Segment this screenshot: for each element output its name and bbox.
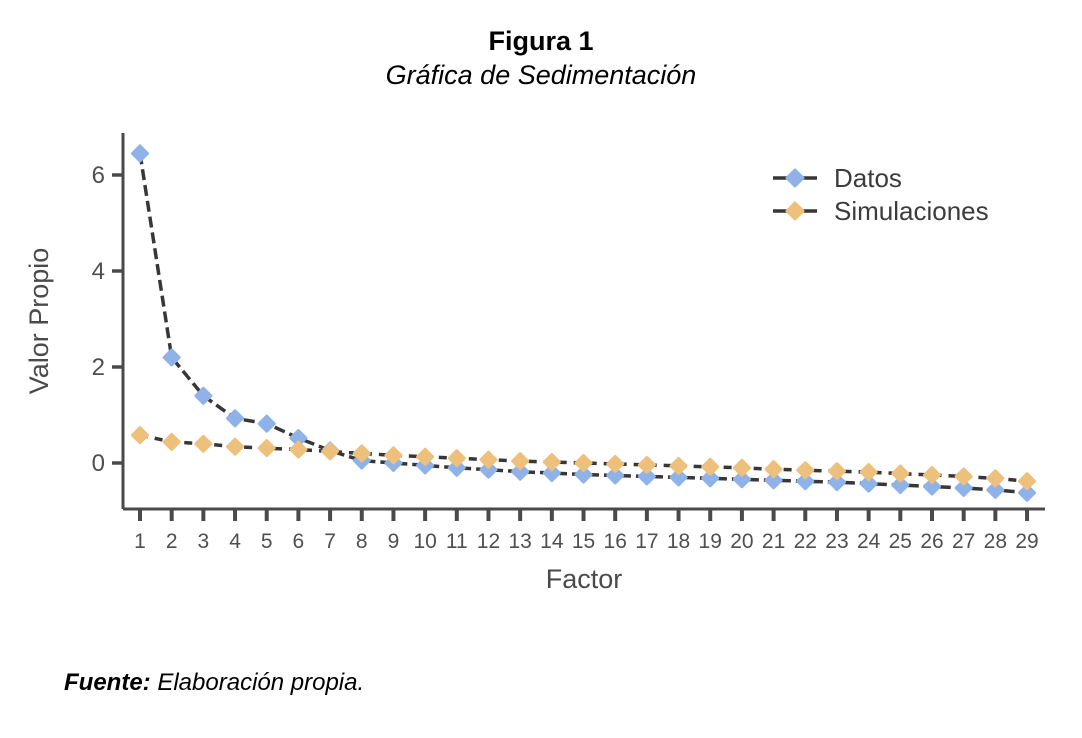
simulaciones-marker — [637, 455, 656, 474]
x-tick-label: 20 — [730, 530, 753, 553]
datos-marker — [131, 144, 149, 163]
x-tick-label: 17 — [635, 530, 658, 553]
simulaciones-marker — [954, 467, 973, 486]
x-tick-label: 3 — [198, 530, 210, 553]
simulaciones-marker — [289, 440, 308, 459]
legend-item-datos: Datos — [772, 163, 989, 193]
x-tick-label: 6 — [293, 530, 305, 553]
simulaciones-line — [139, 433, 1028, 483]
simulaciones-marker — [891, 464, 910, 483]
x-tick-label: 9 — [388, 530, 400, 553]
simulaciones-marker — [352, 444, 371, 463]
datos-marker — [194, 386, 213, 405]
x-tick-label: 28 — [984, 530, 1007, 553]
simulaciones-marker — [796, 461, 815, 480]
legend-item-simulaciones: Simulaciones — [772, 196, 989, 226]
x-tick-label: 19 — [699, 530, 722, 553]
x-tick-label: 1 — [134, 530, 146, 553]
simulaciones-marker — [321, 442, 340, 461]
simulaciones-marker — [447, 449, 466, 468]
simulaciones-marker — [416, 447, 435, 466]
simulaciones-marker — [479, 450, 498, 469]
datos-marker — [226, 409, 245, 428]
datos-marker — [162, 348, 181, 367]
simulaciones-marker — [257, 439, 276, 458]
x-tick-label: 24 — [857, 530, 881, 553]
chart-legend: Datos Simulaciones — [772, 163, 989, 226]
x-tick-label: 5 — [261, 530, 273, 553]
y-tick-label: 6 — [92, 162, 105, 189]
x-tick-label: 12 — [477, 530, 500, 553]
simulaciones-marker — [859, 463, 878, 482]
legend-label-simulaciones: Simulaciones — [834, 196, 989, 226]
simulaciones-marker — [701, 457, 720, 476]
x-tick-label: 11 — [446, 530, 468, 553]
x-tick-label: 14 — [540, 530, 564, 553]
simulaciones-marker — [732, 458, 751, 477]
x-tick-label: 18 — [667, 530, 690, 553]
x-tick-label: 13 — [508, 530, 531, 553]
simulaciones-marker — [542, 453, 561, 472]
y-tick-label: 2 — [92, 354, 105, 381]
x-tick-label: 23 — [825, 530, 848, 553]
figure-source: Fuente: Elaboración propia. — [64, 669, 364, 697]
x-tick-label: 10 — [413, 530, 436, 553]
simulaciones-marker — [574, 454, 593, 472]
simulaciones-legend-key-icon — [773, 201, 817, 221]
x-tick-label: 22 — [794, 530, 817, 553]
simulaciones-marker — [606, 454, 625, 473]
y-tick-label: 4 — [92, 258, 105, 285]
datos-line — [138, 153, 1028, 495]
simulaciones-marker — [986, 469, 1005, 488]
simulaciones-marker — [669, 456, 688, 475]
simulaciones-marker — [162, 432, 181, 451]
datos-marker — [257, 414, 276, 433]
x-tick-label: 27 — [952, 530, 975, 553]
x-tick-label: 21 — [762, 530, 785, 553]
simulaciones-marker — [131, 426, 149, 445]
y-tick-label: 0 — [92, 450, 105, 477]
simulaciones-marker — [226, 437, 245, 456]
x-tick-label: 16 — [604, 530, 627, 553]
figure-title: Figura 1 — [488, 26, 594, 56]
x-tick-label: 2 — [166, 530, 178, 553]
datos-legend-key-icon — [773, 168, 817, 188]
figure-subtitle: Gráfica de Sedimentación — [385, 60, 697, 90]
simulaciones-marker — [827, 462, 846, 481]
simulaciones-marker — [384, 446, 403, 465]
source-text: Elaboración propia. — [157, 669, 365, 696]
y-axis-title: Valor Propio — [24, 248, 54, 395]
x-tick-label: 15 — [572, 530, 595, 553]
x-tick-label: 26 — [920, 530, 943, 553]
simulaciones-marker — [1018, 472, 1037, 491]
simulaciones-marker — [923, 466, 941, 484]
source-label: Fuente: — [64, 669, 151, 696]
simulaciones-marker — [511, 452, 530, 471]
x-tick-label: 25 — [889, 530, 912, 553]
simulaciones-marker — [764, 460, 783, 479]
x-tick-label: 4 — [229, 530, 241, 553]
x-tick-label: 29 — [1015, 530, 1038, 553]
simulaciones-marker — [194, 434, 213, 453]
x-axis-title: Factor — [546, 564, 623, 594]
x-tick-label: 8 — [356, 530, 368, 553]
x-tick-label: 7 — [324, 530, 336, 553]
legend-label-datos: Datos — [834, 163, 902, 193]
